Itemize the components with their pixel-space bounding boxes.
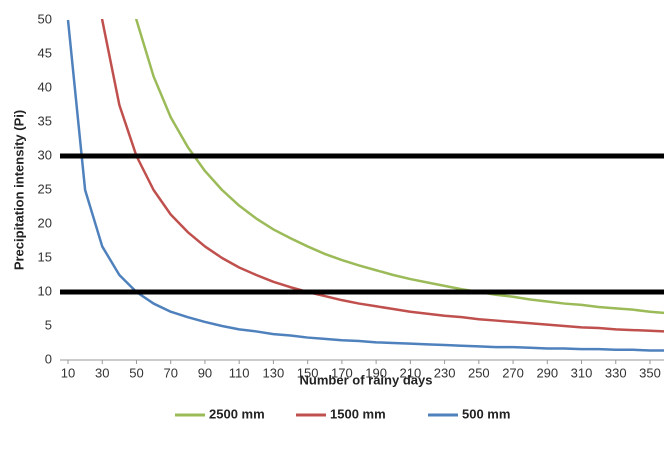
y-tick-label: 25: [38, 181, 52, 196]
series-line: [134, 19, 664, 315]
plot-area: [66, 19, 664, 352]
y-tick-label: 5: [45, 317, 52, 332]
x-tick-label: 70: [163, 365, 177, 380]
y-tick-label: 50: [38, 11, 52, 26]
x-tick-label: 130: [263, 365, 285, 380]
y-tick-label: 45: [38, 45, 52, 60]
x-tick-label: 150: [297, 365, 319, 380]
y-tick-label: 35: [38, 113, 52, 128]
x-tick-label: 30: [95, 365, 109, 380]
y-tick-label: 30: [38, 147, 52, 162]
x-tick-label: 310: [571, 365, 593, 380]
y-tick-label: 40: [38, 79, 52, 94]
x-tick-label: 110: [229, 365, 250, 380]
legend-label: 500 mm: [462, 406, 510, 421]
x-tick-label: 330: [605, 365, 627, 380]
x-tick-label: 170: [331, 365, 353, 380]
x-tick-label: 230: [434, 365, 456, 380]
x-tick-label: 50: [129, 365, 143, 380]
x-tick-label: 90: [198, 365, 212, 380]
legend-label: 2500 mm: [209, 406, 265, 421]
series-line: [66, 19, 664, 352]
y-tick-label: 20: [38, 215, 52, 230]
x-tick-label: 270: [502, 365, 524, 380]
x-tick-label: 250: [468, 365, 490, 380]
y-tick-label: 10: [38, 283, 52, 298]
x-tick-label: 290: [536, 365, 558, 380]
y-tick-label: 0: [45, 351, 52, 366]
legend-label: 1500 mm: [330, 406, 386, 421]
x-tick-label: 350: [639, 365, 661, 380]
x-tick-label: 210: [400, 365, 422, 380]
y-tick-label: 15: [38, 249, 52, 264]
series-line: [100, 19, 664, 333]
x-tick-label: 10: [61, 365, 75, 380]
x-axis-title: Number of rainy days: [300, 372, 433, 387]
y-axis-title: Precipitation intensity (Pi): [11, 110, 26, 270]
x-tick-label: 190: [365, 365, 387, 380]
